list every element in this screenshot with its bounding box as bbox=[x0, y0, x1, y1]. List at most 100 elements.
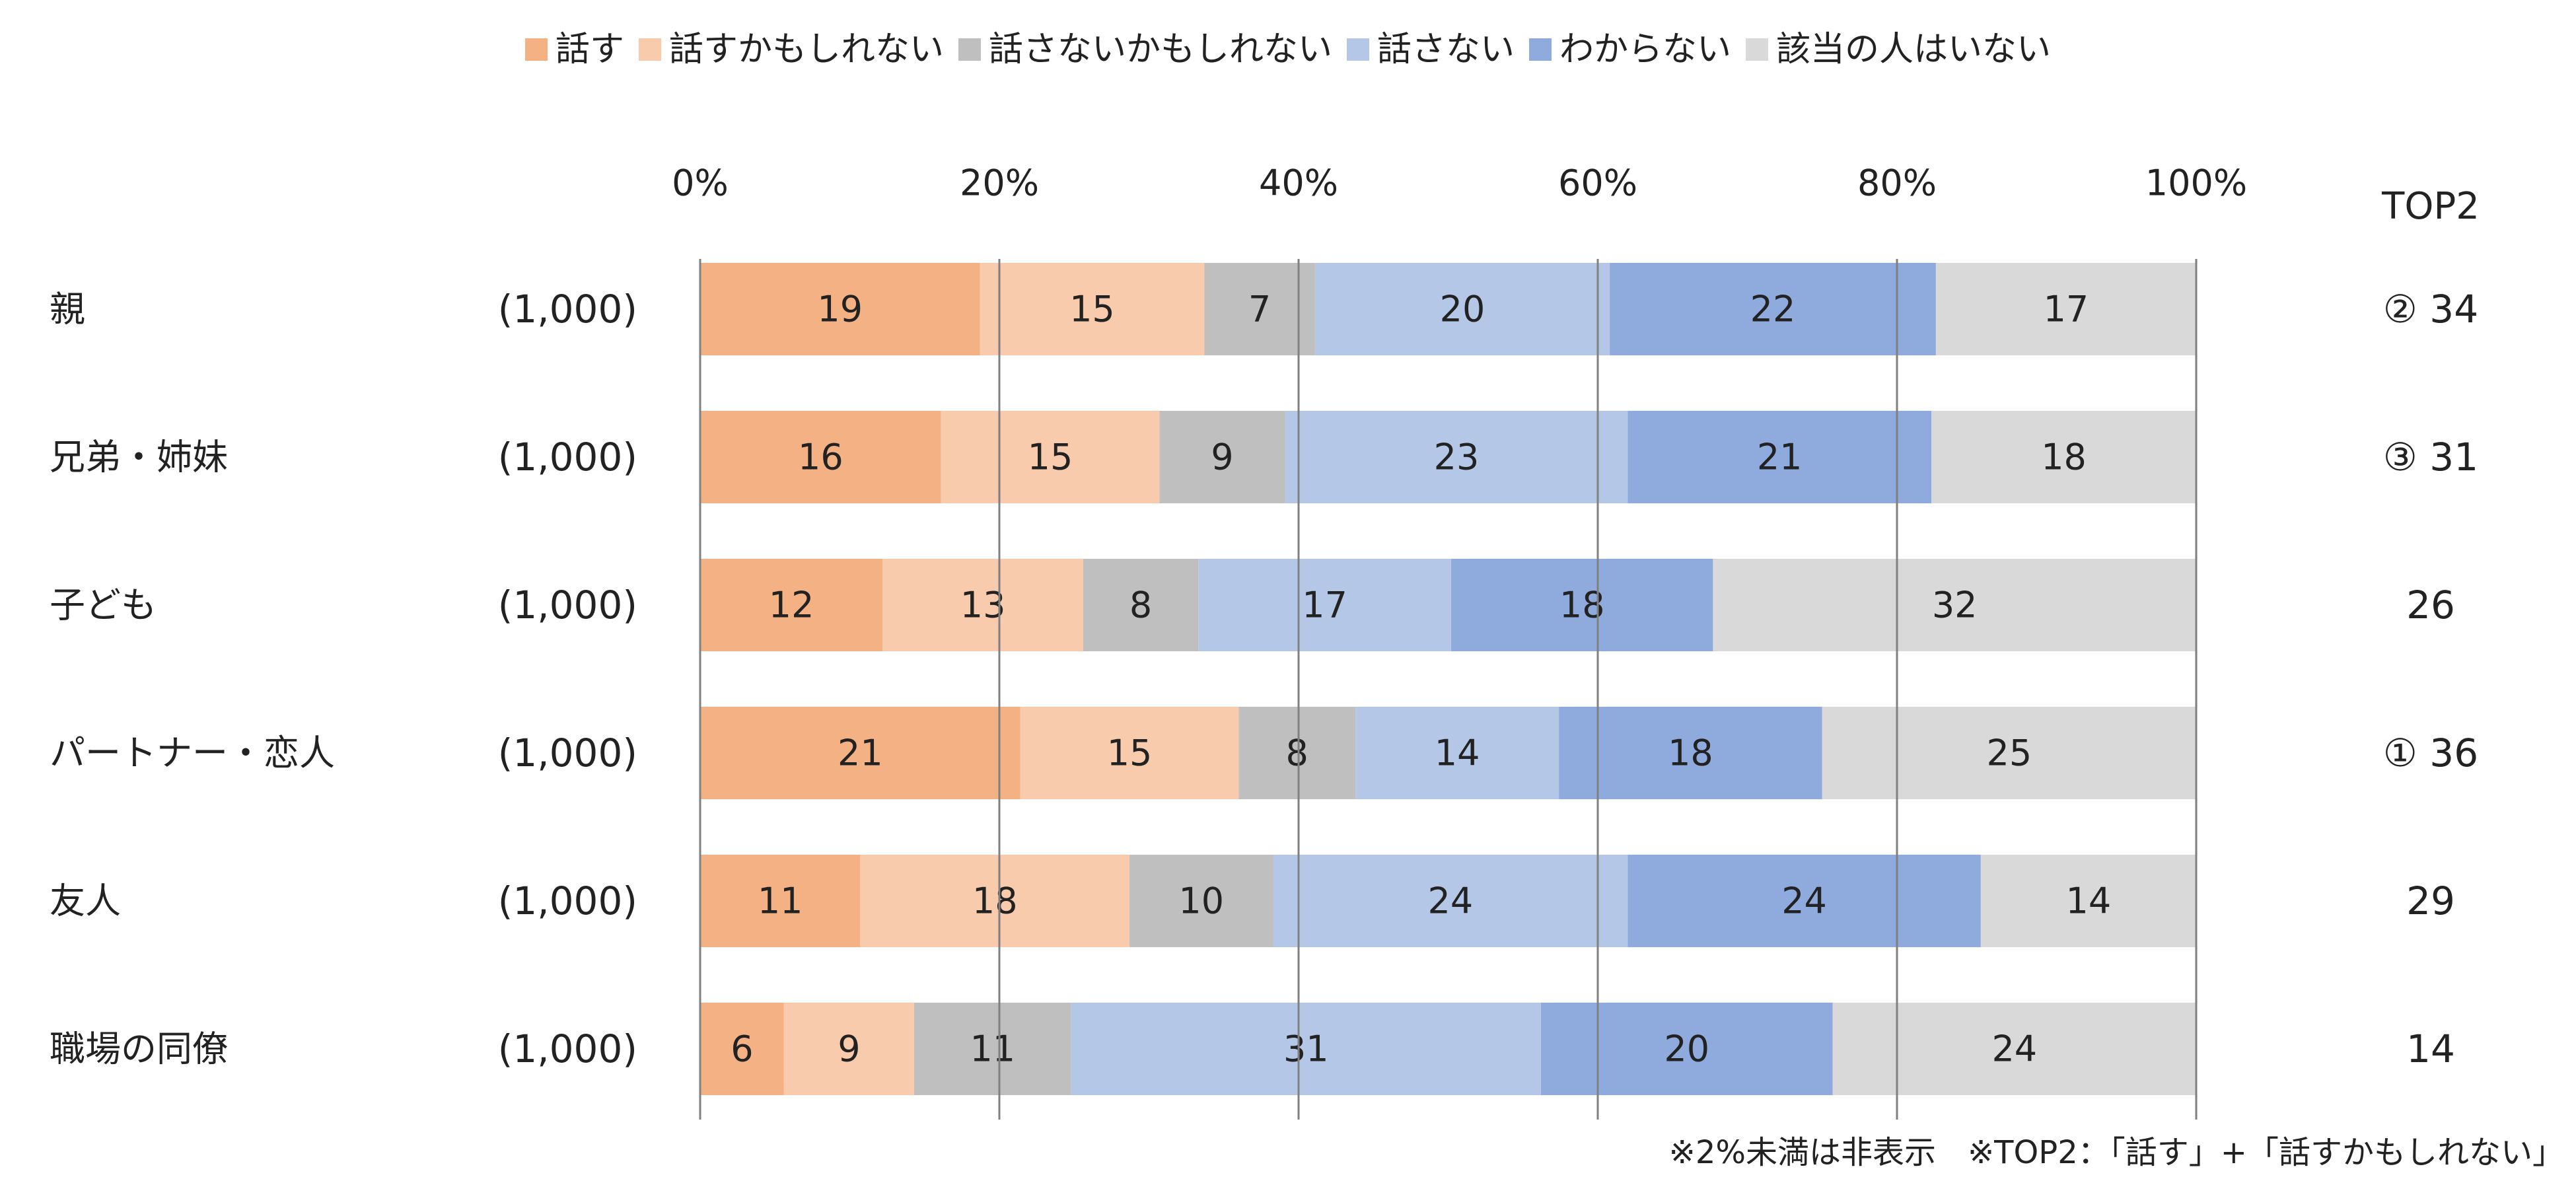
legend-item: 話す bbox=[524, 26, 624, 73]
data-label: 7 bbox=[1248, 289, 1271, 330]
bar-segment bbox=[913, 1003, 1071, 1095]
legend-item: 話さない bbox=[1347, 26, 1515, 73]
bar-segment bbox=[1129, 855, 1273, 947]
bar-segment bbox=[783, 1003, 914, 1095]
bar-segment bbox=[1083, 559, 1199, 651]
footnote: ※2%未満は非表示 ※TOP2：「話す」+「話すかもしれない」 bbox=[1668, 1134, 2564, 1171]
x-tick-label: 40% bbox=[1259, 162, 1338, 204]
bar-segment bbox=[700, 707, 1020, 799]
sample-size-label: (1,000) bbox=[498, 435, 637, 480]
legend-label: わからない bbox=[1559, 30, 1732, 69]
top2-value: 29 bbox=[2406, 878, 2455, 923]
bar-segment bbox=[980, 263, 1205, 355]
bar-segment bbox=[700, 411, 941, 503]
legend-swatch bbox=[1529, 38, 1552, 61]
top2-value: ② 34 bbox=[2383, 287, 2478, 332]
data-label: 18 bbox=[1668, 733, 1713, 774]
category-label: パートナー・恋人 bbox=[50, 733, 335, 774]
bar-segment bbox=[700, 263, 980, 355]
bar-segment bbox=[1980, 855, 2196, 947]
data-label: 32 bbox=[1932, 585, 1978, 626]
bar-segment bbox=[1713, 559, 2196, 651]
x-tick-label: 60% bbox=[1558, 162, 1637, 204]
bar-segment bbox=[700, 1003, 784, 1095]
data-label: 24 bbox=[1781, 880, 1827, 922]
bar-segment bbox=[1020, 707, 1239, 799]
data-label: 21 bbox=[1757, 437, 1803, 478]
legend-item: 話さないかもしれない bbox=[958, 26, 1332, 73]
top2-value: ③ 31 bbox=[2383, 435, 2478, 480]
legend-item: 話すかもしれない bbox=[638, 26, 944, 73]
x-tick-label: 20% bbox=[960, 162, 1039, 204]
sample-size-label: (1,000) bbox=[498, 287, 637, 332]
data-label: 14 bbox=[2066, 880, 2112, 922]
bar-segment bbox=[882, 559, 1083, 651]
x-tick-label: 0% bbox=[672, 162, 729, 204]
legend-swatch bbox=[958, 38, 981, 61]
data-label: 10 bbox=[1178, 880, 1224, 922]
bar-segment bbox=[1273, 855, 1628, 947]
sample-size-label: (1,000) bbox=[498, 1026, 637, 1071]
data-label: 17 bbox=[1302, 585, 1347, 626]
legend-item: 該当の人はいない bbox=[1746, 26, 2051, 73]
legend-item: わからない bbox=[1529, 26, 1731, 73]
category-label: 子ども bbox=[50, 585, 157, 626]
bar-segment bbox=[1610, 263, 1936, 355]
bar-segment bbox=[1314, 263, 1610, 355]
data-label: 15 bbox=[1069, 289, 1115, 330]
bar-segment bbox=[1822, 707, 2196, 799]
data-label: 23 bbox=[1434, 437, 1480, 478]
data-label: 9 bbox=[838, 1028, 860, 1070]
data-label: 12 bbox=[769, 585, 814, 626]
category-label: 親 bbox=[50, 289, 85, 330]
legend-label: 該当の人はいない bbox=[1776, 30, 2052, 69]
legend-swatch bbox=[1746, 38, 1769, 61]
legend-swatch bbox=[1347, 38, 1369, 61]
bar-segment bbox=[1628, 411, 1932, 503]
bar-segment bbox=[1628, 855, 1981, 947]
bar-segment bbox=[1540, 1003, 1833, 1095]
data-label: 24 bbox=[1991, 1028, 2037, 1070]
data-label: 20 bbox=[1664, 1028, 1709, 1070]
data-label: 8 bbox=[1286, 733, 1308, 774]
data-label: 9 bbox=[1211, 437, 1233, 478]
x-tick-label: 80% bbox=[1857, 162, 1937, 204]
top2-value: 14 bbox=[2406, 1026, 2455, 1071]
legend-label: 話す bbox=[555, 30, 624, 69]
legend-swatch bbox=[638, 38, 661, 61]
bar-segment bbox=[1931, 411, 2196, 503]
bar-segment bbox=[1559, 707, 1822, 799]
bar-segment bbox=[1198, 559, 1452, 651]
data-label: 16 bbox=[798, 437, 843, 478]
legend-label: 話さない bbox=[1377, 30, 1515, 69]
bar-segment bbox=[1935, 263, 2196, 355]
x-tick-label: 100% bbox=[2145, 162, 2247, 204]
top2-header: TOP2 bbox=[2382, 185, 2480, 228]
legend-swatch bbox=[524, 38, 548, 61]
bar-segment bbox=[1159, 411, 1285, 503]
data-label: 14 bbox=[1435, 733, 1480, 774]
data-label: 24 bbox=[1428, 880, 1474, 922]
data-label: 18 bbox=[972, 880, 1018, 922]
bar-segment bbox=[1204, 263, 1315, 355]
sample-size-label: (1,000) bbox=[498, 583, 637, 627]
data-label: 20 bbox=[1440, 289, 1485, 330]
data-label: 19 bbox=[817, 289, 863, 330]
bar-segment bbox=[700, 559, 883, 651]
bar-segment bbox=[700, 855, 861, 947]
data-label: 18 bbox=[2041, 437, 2087, 478]
bar-segment bbox=[941, 411, 1160, 503]
chart-legend: 話す 話すかもしれない 話さないかもしれない 話さない わからない 該当の人はいない bbox=[0, 26, 2576, 73]
data-label: 25 bbox=[1987, 733, 2032, 774]
data-label: 13 bbox=[960, 585, 1006, 626]
data-label: 22 bbox=[1750, 289, 1796, 330]
category-label: 友人 bbox=[50, 880, 121, 922]
data-label: 6 bbox=[731, 1028, 753, 1070]
data-label: 11 bbox=[758, 880, 803, 922]
data-label: 31 bbox=[1283, 1028, 1329, 1070]
data-label: 17 bbox=[2044, 289, 2089, 330]
data-label: 8 bbox=[1129, 585, 1152, 626]
top2-value: 26 bbox=[2406, 583, 2455, 627]
data-label: 21 bbox=[838, 733, 883, 774]
